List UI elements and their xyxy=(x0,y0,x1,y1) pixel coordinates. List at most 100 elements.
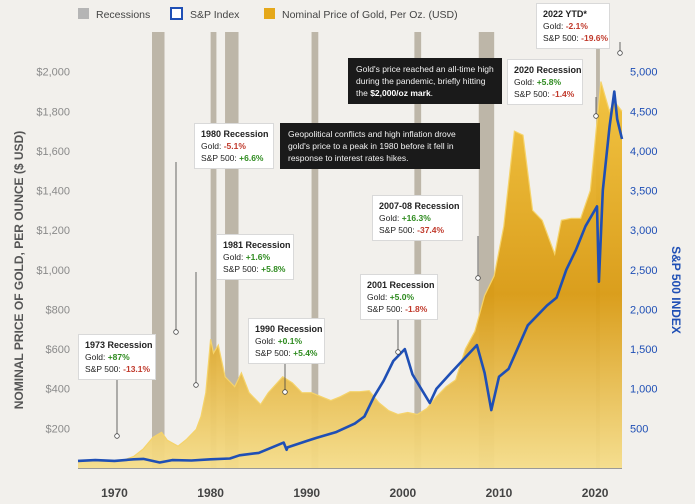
annotation-2001-recession: 2001 Recession Gold: +5.0% S&P 500: -1.8… xyxy=(360,274,438,320)
recession-overlay-3 xyxy=(311,32,319,468)
y-right-tick-label: 2,000 xyxy=(630,304,658,316)
sp-label: S&P 500: xyxy=(201,153,237,163)
gold-change: +87% xyxy=(107,352,130,362)
annotation-2022-ytd: 2022 YTD* Gold: -2.1% S&P 500: -19.6% xyxy=(536,3,610,49)
y-right-tick-label: 5,000 xyxy=(630,67,658,79)
legend-recession-swatch xyxy=(78,8,89,19)
sp-change: -1.4% xyxy=(552,89,575,99)
legend-sp-label: S&P Index xyxy=(190,9,240,21)
gold-label: Gold: xyxy=(543,21,564,31)
note-1980-text: Geopolitical conflicts and high inflatio… xyxy=(288,129,456,163)
x-tick-label: 2010 xyxy=(486,486,513,500)
annotation-2020-recession: 2020 Recession Gold: +5.8% S&P 500: -1.4… xyxy=(507,59,583,105)
right-axis: 500 1,000 1,500 2,000 2,500 3,000 3,500 4,000 4,… xyxy=(630,67,658,436)
gold-label: Gold: xyxy=(379,213,400,223)
gold-label: Gold: xyxy=(514,77,535,87)
sp-label: S&P 500: xyxy=(85,364,121,374)
y-right-tick-label: 1,500 xyxy=(630,344,658,356)
gold-line xyxy=(77,81,623,462)
gold-change: +5.0% xyxy=(389,292,415,302)
legend-gold-swatch xyxy=(264,8,275,19)
gold-label: Gold: xyxy=(223,252,244,262)
sp-label: S&P 500: xyxy=(543,33,579,43)
x-tick-label: 1970 xyxy=(101,486,128,500)
recession-band-3 xyxy=(311,32,319,468)
sp-label: S&P 500: xyxy=(379,225,415,235)
y-right-tick-label: 4,000 xyxy=(630,146,658,158)
y-left-tick-label: $1,800 xyxy=(36,106,70,118)
right-axis-title: S&P 500 INDEX xyxy=(669,246,683,334)
gold-series xyxy=(77,81,623,468)
sp-label: S&P 500: xyxy=(514,89,550,99)
note-2020-bold: $2,000/oz mark xyxy=(370,88,431,98)
annotation-title: 1990 Recession xyxy=(255,324,323,334)
sp-line xyxy=(77,90,624,464)
annotation-1980-recession: 1980 Recession Gold: -5.1% S&P 500: +6.6… xyxy=(194,123,274,169)
annotation-title: 1980 Recession xyxy=(201,129,269,139)
y-right-tick-label: 2,500 xyxy=(630,265,658,277)
x-tick-label: 2000 xyxy=(390,486,417,500)
y-left-tick-label: $800 xyxy=(46,304,70,316)
y-right-tick-label: 3,000 xyxy=(630,225,658,237)
recession-overlay-1 xyxy=(210,32,217,468)
left-axis: $200 $400 $600 $800 $1,000 $1,200 $1,400 $1,600… xyxy=(36,67,70,436)
gold-change: +16.3% xyxy=(401,213,431,223)
x-axis: 1970 1980 1990 2000 2010 2020 xyxy=(78,468,622,500)
y-right-tick-label: 500 xyxy=(630,423,648,435)
gold-change: +5.8% xyxy=(536,77,562,87)
y-left-tick-label: $2,000 xyxy=(36,67,70,79)
note-2020-text: Gold's price reached an all-time high du… xyxy=(356,64,494,98)
gold-label: Gold: xyxy=(201,141,222,151)
recession-overlay-0 xyxy=(152,32,165,468)
gold-label: Gold: xyxy=(255,336,276,346)
recession-band-1 xyxy=(210,32,217,468)
x-tick-label: 1980 xyxy=(197,486,224,500)
annotation-title: 2001 Recession xyxy=(367,280,435,290)
recession-overlay-4 xyxy=(414,32,422,468)
y-left-tick-label: $1,400 xyxy=(36,186,70,198)
annotation-2007-recession: 2007-08 Recession Gold: +16.3% S&P 500: … xyxy=(372,195,463,241)
sp-label: S&P 500: xyxy=(255,348,291,358)
y-right-tick-label: 4,500 xyxy=(630,106,658,118)
sp-label: S&P 500: xyxy=(223,264,259,274)
annotation-title: 1981 Recession xyxy=(223,240,291,250)
annotation-title: 2020 Recession xyxy=(514,65,582,75)
annotation-leaders xyxy=(116,42,621,436)
sp-change: +5.4% xyxy=(293,348,318,358)
legend-recessions-label: Recessions xyxy=(96,9,150,21)
sp-change: -37.4% xyxy=(417,225,445,235)
legend-sp-swatch xyxy=(170,7,183,20)
left-axis-title: NOMINAL PRICE OF GOLD, PER OUNCE ($ USD) xyxy=(12,131,26,409)
gold-label: Gold: xyxy=(85,352,106,362)
sp-change: -1.8% xyxy=(405,304,428,314)
gold-change: -5.1% xyxy=(223,141,246,151)
annotation-1973-recession: 1973 Recession Gold: +87% S&P 500: -13.1… xyxy=(78,334,156,380)
gold-label: Gold: xyxy=(367,292,388,302)
sp-change: +5.8% xyxy=(261,264,286,274)
sp-label: S&P 500: xyxy=(367,304,403,314)
y-left-tick-label: $1,200 xyxy=(36,225,70,237)
recession-band-4 xyxy=(414,32,422,468)
y-left-tick-label: $200 xyxy=(46,423,70,435)
annotation-title: 1973 Recession xyxy=(85,340,153,350)
sp-change: +6.6% xyxy=(239,153,264,163)
gold-change: +0.1% xyxy=(277,336,303,346)
sp-change: -13.1% xyxy=(123,364,151,374)
note-2020-end: . xyxy=(430,88,434,98)
sp-series xyxy=(77,90,624,464)
note-1980-peak: Geopolitical conflicts and high inflatio… xyxy=(280,123,480,169)
y-left-tick-label: $1,600 xyxy=(36,146,70,158)
x-tick-label: 2020 xyxy=(582,486,609,500)
annotation-1990-recession: 1990 Recession Gold: +0.1% S&P 500: +5.4… xyxy=(248,318,325,364)
x-tick-label: 1990 xyxy=(293,486,320,500)
annotation-title: 2022 YTD* xyxy=(543,9,587,19)
y-left-tick-label: $1,000 xyxy=(36,265,70,277)
sp-change: -19.6% xyxy=(581,33,609,43)
gold-area xyxy=(78,81,622,468)
y-left-tick-label: $400 xyxy=(46,384,70,396)
y-left-tick-label: $600 xyxy=(46,344,70,356)
note-2020-alltime-high: Gold's price reached an all-time high du… xyxy=(348,58,502,104)
gold-change: +1.6% xyxy=(245,252,271,262)
y-right-tick-label: 3,500 xyxy=(630,186,658,198)
gold-change: -2.1% xyxy=(565,21,588,31)
